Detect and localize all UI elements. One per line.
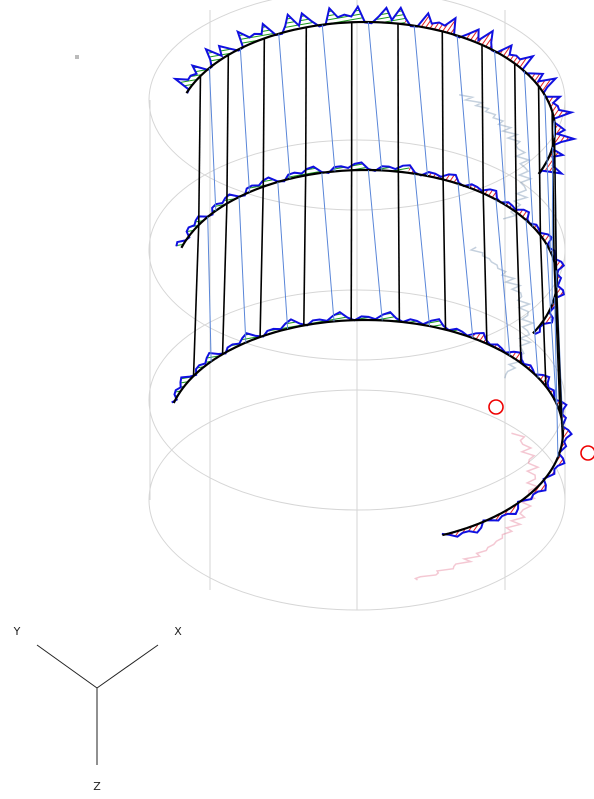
brace — [526, 220, 538, 378]
column — [483, 193, 487, 343]
brace — [458, 184, 473, 338]
support-marker — [581, 446, 594, 460]
column — [263, 38, 264, 186]
brace — [239, 197, 246, 343]
brace — [208, 217, 211, 362]
column — [199, 76, 201, 225]
x-axis — [97, 645, 158, 688]
marker — [75, 55, 79, 59]
column — [398, 172, 399, 322]
ghost-line — [459, 95, 531, 219]
column — [223, 204, 227, 355]
ghost-line — [415, 433, 537, 580]
column — [260, 187, 263, 337]
brace — [496, 200, 510, 356]
brace — [322, 173, 334, 322]
brace — [457, 36, 469, 188]
brace — [552, 147, 553, 305]
brace — [322, 25, 335, 172]
column — [442, 31, 443, 179]
brace — [368, 170, 382, 320]
diagram-fill — [405, 13, 574, 174]
brace — [414, 26, 427, 176]
support-marker — [489, 400, 503, 414]
cylinder-wireframe — [149, 0, 565, 610]
z-axis-label: Z — [93, 780, 101, 793]
y-axis-label: Y — [13, 625, 21, 638]
column — [304, 175, 306, 325]
brace — [240, 48, 249, 192]
brace — [279, 34, 290, 179]
column — [194, 225, 199, 376]
column — [227, 55, 228, 204]
diagram-outline — [172, 312, 572, 537]
column — [515, 64, 517, 213]
y-axis — [37, 645, 97, 688]
brace — [415, 174, 430, 326]
column — [482, 45, 483, 193]
brace — [278, 182, 288, 329]
column — [540, 235, 545, 386]
brace — [524, 71, 533, 226]
axis-triad — [37, 645, 158, 765]
column — [539, 86, 541, 235]
brace — [368, 22, 381, 170]
column — [443, 180, 445, 330]
column — [306, 27, 307, 175]
members — [172, 7, 574, 537]
x-axis-label: X — [174, 625, 182, 638]
brace — [545, 95, 551, 252]
